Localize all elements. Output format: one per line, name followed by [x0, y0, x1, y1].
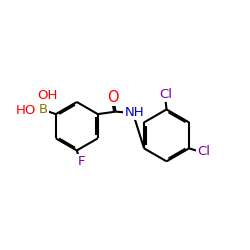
Text: NH: NH [124, 106, 144, 120]
Text: F: F [78, 155, 85, 168]
Text: HO: HO [16, 104, 36, 118]
Text: Cl: Cl [197, 145, 210, 158]
Text: Cl: Cl [159, 88, 172, 101]
Text: OH: OH [38, 89, 58, 102]
Text: O: O [107, 90, 119, 105]
Text: B: B [38, 103, 48, 116]
